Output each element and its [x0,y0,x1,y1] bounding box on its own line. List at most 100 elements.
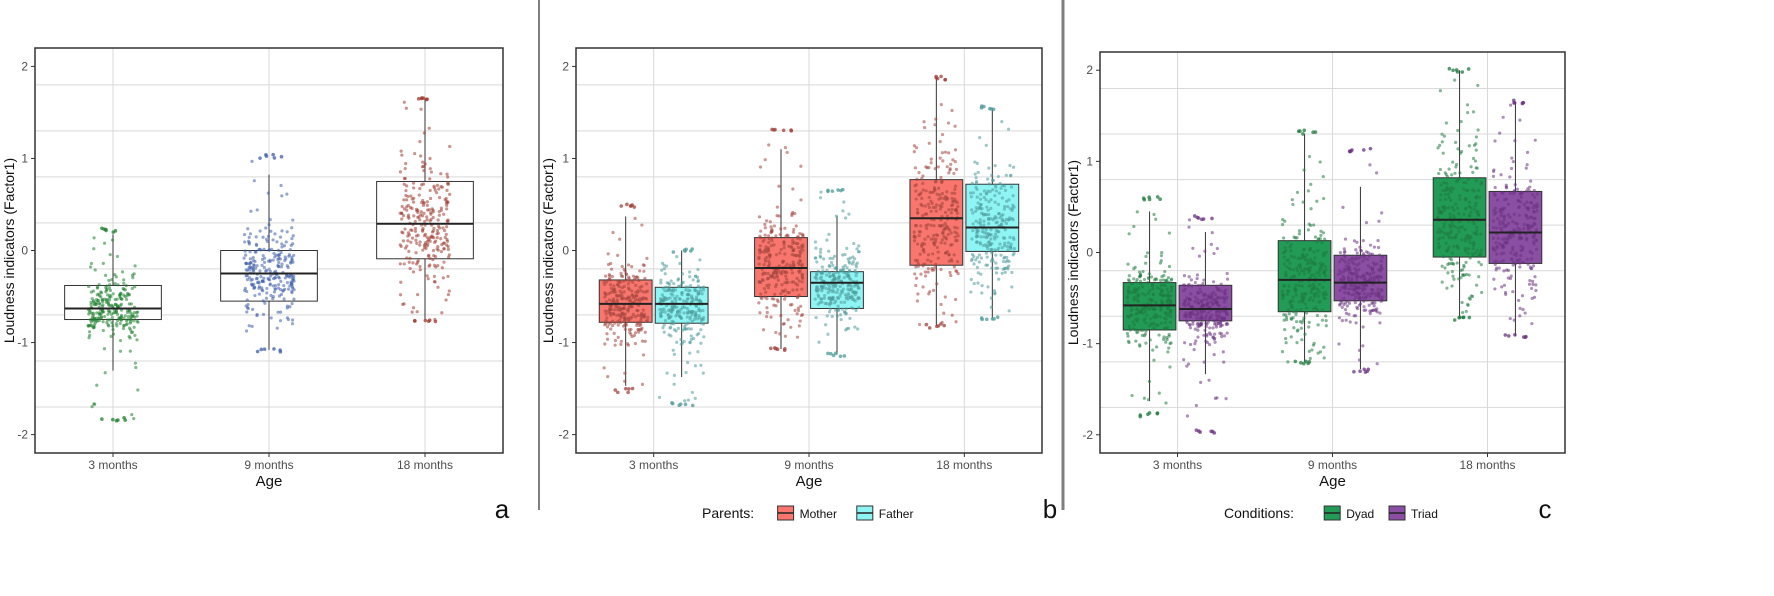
data-point [921,285,925,289]
data-point [1184,319,1189,323]
data-point [672,373,677,377]
data-point [1314,286,1319,291]
data-point [1298,265,1303,270]
data-point [988,242,992,247]
data-point [423,162,427,166]
data-point [1192,348,1196,352]
data-point [418,240,422,244]
data-point [623,318,627,322]
data-point [1512,189,1516,193]
data-point [825,238,829,242]
data-point [929,161,933,165]
data-point [1317,290,1321,294]
data-point [102,241,107,245]
data-point [407,260,411,264]
data-point [265,268,269,272]
data-point [253,250,257,254]
data-point [1301,132,1305,136]
data-point [1454,179,1459,183]
data-point [930,190,934,195]
data-point [1154,217,1158,221]
data-point [265,286,269,291]
data-point [856,295,861,300]
data-point [617,294,621,298]
data-point [1000,271,1004,275]
data-point [1323,274,1328,278]
data-point [604,300,609,304]
data-point [1280,289,1285,293]
data-point [425,203,429,208]
data-point [630,289,634,293]
data-point [607,322,611,326]
data-point [630,315,634,319]
data-point [763,259,768,263]
data-point [1292,235,1296,239]
data-point [1167,294,1171,298]
data-point [1198,287,1202,292]
data-point [133,333,137,337]
data-point [132,325,136,329]
data-point [1303,255,1307,259]
data-point [774,270,779,274]
data-point [986,208,990,212]
data-point [131,319,136,323]
data-point [1438,89,1442,93]
data-point [1345,299,1350,303]
data-point [1320,318,1325,322]
data-point [612,287,617,292]
data-point [1285,240,1289,244]
data-point [117,316,121,320]
data-point [931,288,936,292]
data-point [801,248,805,252]
data-point [1289,299,1293,303]
data-point [785,277,789,281]
data-point [915,299,919,303]
data-point [1474,135,1478,139]
data-point [1462,187,1466,191]
data-point [921,264,925,268]
data-point [795,276,799,280]
data-point [254,266,258,270]
data-point [1196,325,1200,329]
data-point [852,241,856,246]
data-point [797,269,801,273]
data-point [1195,316,1199,321]
data-point [693,364,698,368]
data-point [1140,333,1145,337]
data-point [1518,314,1522,318]
data-point [933,123,937,127]
data-point [444,196,448,201]
data-point [272,290,277,294]
data-point [841,287,845,291]
data-point [1300,338,1304,342]
data-point [1341,274,1345,278]
data-point [995,235,999,239]
data-point [433,263,437,267]
data-point [613,338,618,343]
data-point [1479,182,1483,186]
data-point [438,226,442,230]
y-tick-label: 2 [1086,63,1093,77]
data-point [1205,305,1209,309]
data-point [975,265,979,269]
data-point [1153,300,1158,304]
data-point [1346,267,1350,271]
data-point [1475,283,1479,287]
box-triad-18-months [1488,98,1543,340]
data-point [1196,283,1201,288]
data-point [1126,334,1130,338]
data-point [434,191,439,195]
data-point [695,295,699,299]
data-point [1188,297,1192,302]
data-point [663,319,668,323]
data-point [121,326,126,331]
data-point [1347,258,1351,262]
data-point [674,329,678,333]
data-point [1189,278,1193,282]
data-point [1475,232,1479,236]
data-point [1200,321,1204,325]
data-point [1309,290,1313,294]
data-point [799,304,803,308]
data-point [1214,297,1218,301]
data-point [114,275,118,279]
